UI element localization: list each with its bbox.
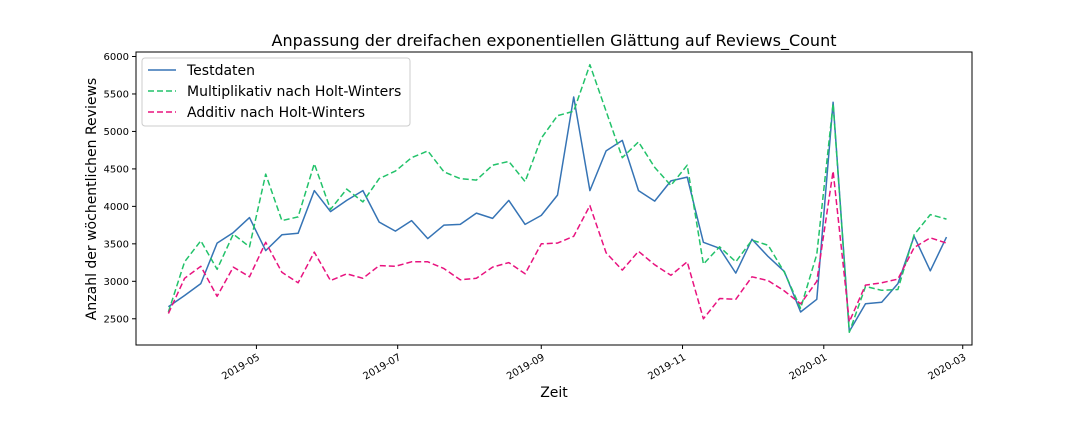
x-tick-label: 2019-11 [646, 352, 688, 382]
series-layer [167, 63, 948, 334]
x-tick-label: 2019-05 [220, 352, 262, 382]
series-line-0 [167, 96, 948, 333]
legend-label-2: Additiv nach Holt-Winters [187, 105, 365, 121]
y-tick-label: 4500 [104, 164, 129, 175]
y-tick-label: 3500 [104, 239, 129, 250]
y-tick-label: 6000 [104, 52, 129, 63]
x-tick-label: 2020-01 [788, 352, 830, 382]
plot-frame [135, 51, 973, 346]
series-line-1 [167, 63, 947, 334]
x-tick-label: 2019-09 [505, 352, 547, 382]
x-tick-label: 2020-03 [927, 352, 969, 382]
x-axis: 2019-05 2019-07 2019-09 2019-11 2020-01 2020-… [220, 345, 968, 382]
y-tick-label: 2500 [104, 314, 129, 325]
legend: Testdaten Multiplikativ nach Holt-Winters… [141, 57, 411, 127]
series-line-2 [167, 170, 947, 323]
x-axis-label: Zeit [540, 385, 568, 401]
x-tick-label: 2019-07 [361, 352, 403, 382]
y-tick-label: 3000 [104, 277, 129, 288]
chart-title: Anpassung der dreifachen exponentiellen … [272, 31, 837, 51]
y-tick-label: 5000 [104, 127, 129, 138]
legend-box [141, 57, 411, 127]
legend-label-1: Multiplikativ nach Holt-Winters [187, 84, 401, 100]
legend-label-0: Testdaten [186, 63, 255, 79]
y-axis: 2500 3000 3500 4000 4500 5000 5500 6000 [104, 52, 136, 325]
y-axis-label: Anzahl der wöchentlichen Reviews [84, 78, 100, 320]
y-tick-label: 5500 [104, 89, 129, 100]
y-tick-label: 4000 [104, 202, 129, 213]
